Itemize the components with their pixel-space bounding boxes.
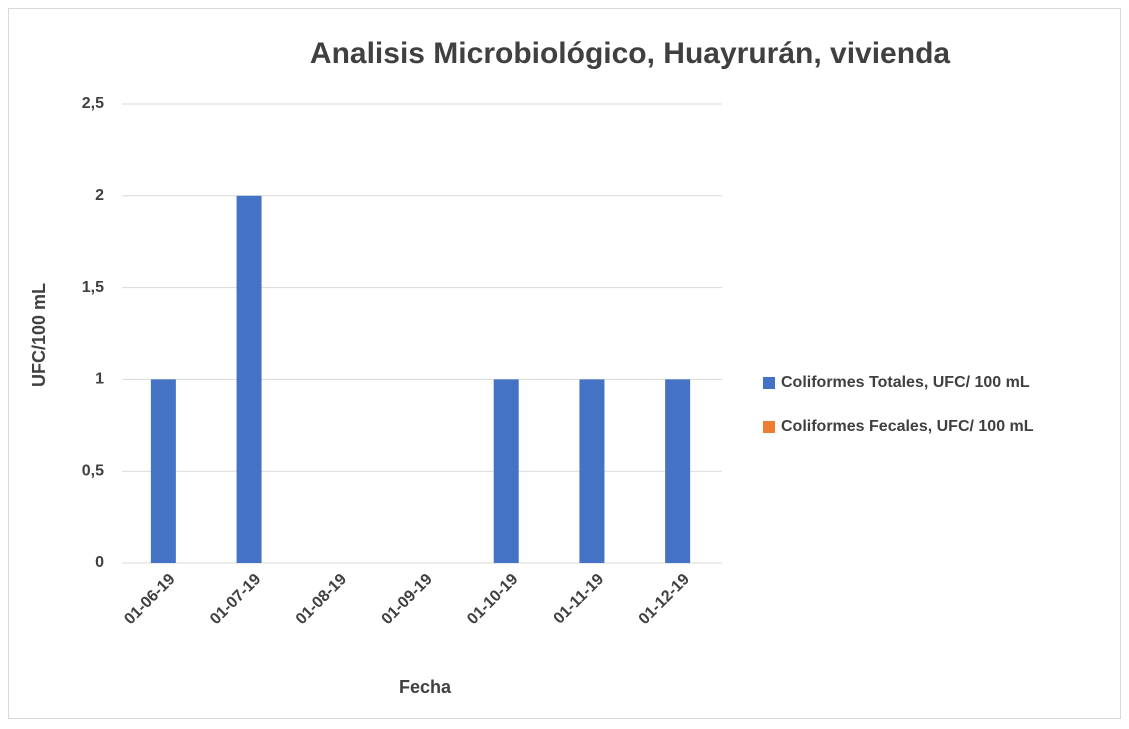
chart-title: Analisis Microbiológico, Huayrurán, vivi… bbox=[310, 37, 950, 70]
y-tick-label: 0 bbox=[95, 554, 104, 571]
bar bbox=[665, 379, 691, 563]
bar bbox=[493, 379, 519, 563]
chart-border bbox=[8, 8, 1121, 719]
bar bbox=[236, 195, 262, 564]
legend-swatch bbox=[763, 377, 775, 389]
bar bbox=[579, 379, 605, 563]
legend-label: Coliformes Totales, UFC/ 100 mL bbox=[781, 374, 1030, 391]
y-tick-label: 1 bbox=[95, 371, 104, 388]
y-tick-label: 1,5 bbox=[82, 279, 104, 296]
y-tick-label: 2 bbox=[95, 187, 104, 204]
y-tick-label: 2,5 bbox=[82, 95, 104, 112]
x-axis-label: Fecha bbox=[399, 677, 452, 697]
y-axis-label: UFC/100 mL bbox=[29, 283, 49, 387]
y-tick-label: 0,5 bbox=[82, 462, 104, 479]
legend-label: Coliformes Fecales, UFC/ 100 mL bbox=[781, 418, 1034, 435]
bar bbox=[150, 379, 176, 563]
legend-swatch bbox=[763, 421, 775, 433]
